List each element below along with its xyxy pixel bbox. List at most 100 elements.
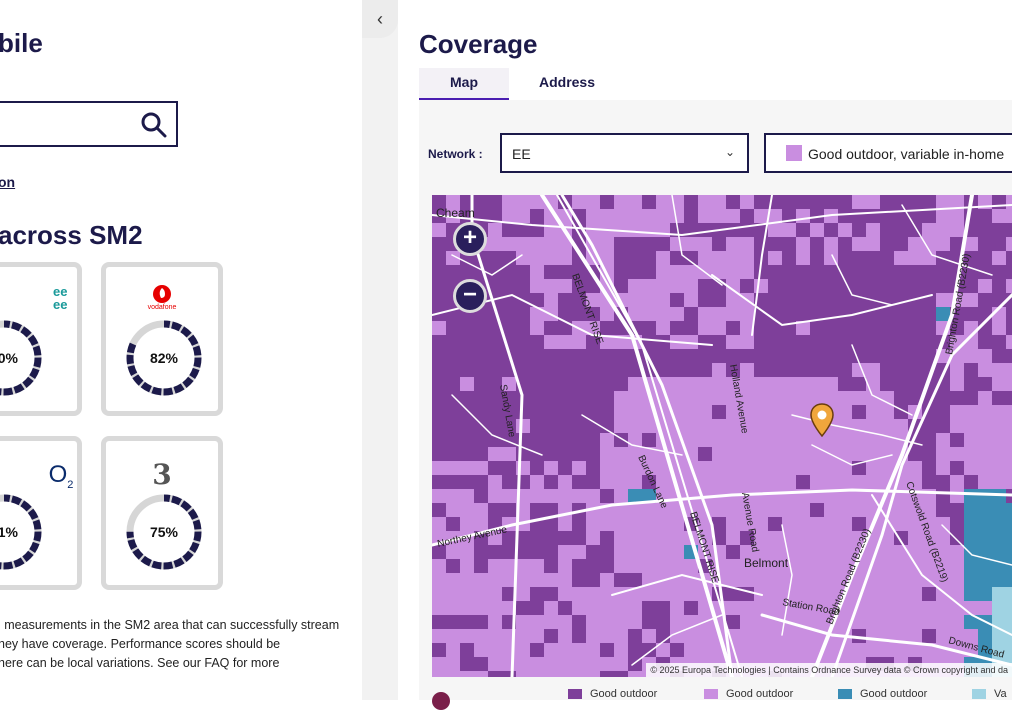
- coverage-tile: [544, 335, 558, 349]
- coverage-tile: [558, 475, 572, 489]
- coverage-level-select[interactable]: Good outdoor, variable in-home: [764, 133, 1012, 173]
- coverage-tile: [740, 419, 754, 433]
- coverage-tile: [978, 601, 992, 615]
- coverage-tile: [488, 615, 502, 629]
- road-label: Sandy Lane: [497, 384, 517, 439]
- coverage-tile: [530, 671, 544, 677]
- coverage-tile: [992, 545, 1006, 559]
- note-line: hey have coverage. Performance scores sh…: [0, 637, 281, 651]
- coverage-tile: [558, 279, 572, 293]
- coverage-tile: [992, 629, 1006, 643]
- coverage-tile: [628, 559, 642, 573]
- coverage-tile: [726, 531, 740, 545]
- coverage-tile: [628, 391, 642, 405]
- coverage-tile: [698, 377, 712, 391]
- coverage-tile: [740, 363, 754, 377]
- coverage-tile: [1006, 209, 1012, 223]
- coverage-tile: [824, 391, 838, 405]
- coverage-tile: [432, 573, 446, 587]
- coverage-tile: [880, 615, 894, 629]
- coverage-tile: [796, 587, 810, 601]
- coverage-tile: [712, 461, 726, 475]
- coverage-tile: [1006, 601, 1012, 615]
- coverage-tile: [908, 643, 922, 657]
- coverage-tile: [726, 251, 740, 265]
- coverage-tile: [740, 405, 754, 419]
- coverage-tile: [782, 573, 796, 587]
- coverage-tile: [656, 461, 670, 475]
- coverage-tile: [698, 391, 712, 405]
- coverage-tile: [432, 671, 446, 677]
- info-link[interactable]: on: [0, 174, 16, 190]
- coverage-tile: [950, 377, 964, 391]
- coverage-tile: [558, 251, 572, 265]
- coverage-tile: [992, 419, 1006, 433]
- coverage-tile: [866, 615, 880, 629]
- coverage-tile: [796, 321, 810, 335]
- coverage-tile: [796, 643, 810, 657]
- coverage-tile: [726, 237, 740, 251]
- map-canvas[interactable]: Cheam Belmont BELMONT RISE Sandy Lane Ho…: [432, 195, 1012, 677]
- coverage-tile: [754, 517, 768, 531]
- coverage-tile: [754, 615, 768, 629]
- coverage-tile: [768, 447, 782, 461]
- coverage-tile: [852, 237, 866, 251]
- coverage-tile: [670, 265, 684, 279]
- coverage-tile: [628, 489, 642, 503]
- coverage-tile: [754, 419, 768, 433]
- coverage-tile: [600, 573, 614, 587]
- coverage-tile: [992, 405, 1006, 419]
- zoom-out-button[interactable]: −: [453, 279, 487, 313]
- coverage-tile: [670, 587, 684, 601]
- coverage-tile: [446, 251, 460, 265]
- collapse-panel-button[interactable]: ‹: [362, 0, 398, 38]
- coverage-tile: [544, 489, 558, 503]
- coverage-tile: [782, 503, 796, 517]
- coverage-tile: [712, 363, 726, 377]
- coverage-tile: [950, 573, 964, 587]
- network-select[interactable]: EE ⌄: [500, 133, 749, 173]
- coverage-tile: [684, 279, 698, 293]
- coverage-tile: [614, 545, 628, 559]
- coverage-tile: [768, 643, 782, 657]
- coverage-tile: [810, 587, 824, 601]
- coverage-tile: [838, 391, 852, 405]
- coverage-tile: [628, 671, 642, 677]
- zoom-in-button[interactable]: +: [453, 222, 487, 256]
- coverage-tile: [796, 377, 810, 391]
- coverage-tile: [628, 545, 642, 559]
- coverage-tile: [670, 209, 684, 223]
- search-icon[interactable]: [140, 111, 168, 139]
- coverage-tile: [754, 405, 768, 419]
- coverage-tile: [614, 195, 628, 209]
- postcode-search-input[interactable]: [0, 101, 178, 147]
- coverage-tile: [852, 363, 866, 377]
- coverage-tile: [614, 615, 628, 629]
- coverage-tile: [978, 587, 992, 601]
- coverage-tile: [880, 559, 894, 573]
- coverage-tile: [432, 223, 446, 237]
- coverage-tile: [740, 489, 754, 503]
- coverage-tile: [516, 237, 530, 251]
- coverage-tile: [586, 531, 600, 545]
- coverage-tile: [782, 643, 796, 657]
- coverage-tile: [964, 447, 978, 461]
- coverage-tile: [656, 587, 670, 601]
- coverage-tile: [1006, 503, 1012, 517]
- coverage-tile: [880, 587, 894, 601]
- coverage-map[interactable]: Cheam Belmont BELMONT RISE Sandy Lane Ho…: [432, 195, 1012, 677]
- coverage-tile: [726, 307, 740, 321]
- coverage-tile: [922, 545, 936, 559]
- coverage-tile: [866, 237, 880, 251]
- tab-map[interactable]: Map: [419, 68, 509, 101]
- coverage-tile: [754, 279, 768, 293]
- tab-address[interactable]: Address: [538, 74, 596, 90]
- coverage-tile: [712, 209, 726, 223]
- coverage-tile: [460, 377, 474, 391]
- coverage-tile: [964, 559, 978, 573]
- coverage-tile: [950, 587, 964, 601]
- coverage-tile: [936, 559, 950, 573]
- panel-divider: [362, 0, 398, 700]
- coverage-tile: [880, 405, 894, 419]
- location-pin-icon[interactable]: [810, 403, 834, 437]
